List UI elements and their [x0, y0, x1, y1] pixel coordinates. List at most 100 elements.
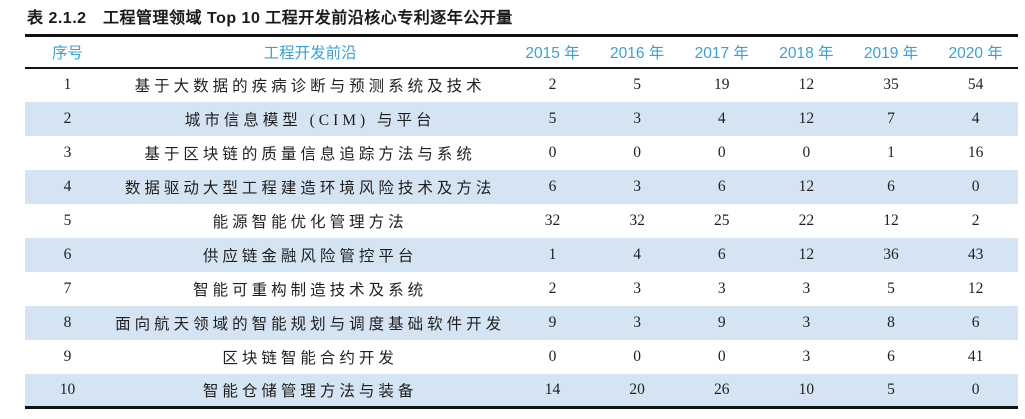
table-row: 4 数据驱动大型工程建造环境风险技术及方法 6 3 6 12 6 0 [25, 169, 1018, 204]
value-cell: 6 [971, 313, 980, 331]
table-caption: 表 2.1.2 工程管理领域 Top 10 工程开发前沿核心专利逐年公开量 [27, 10, 513, 27]
value-cell: 4 [633, 245, 642, 263]
rank-cell: 6 [63, 245, 72, 263]
value-cell: 32 [629, 211, 645, 229]
value-cell: 1 [548, 245, 557, 263]
value-cell: 0 [548, 347, 557, 365]
value-cell: 9 [717, 313, 726, 331]
header-year-2017: 2017 年 [694, 44, 749, 62]
value-cell: 6 [887, 347, 895, 365]
table-row: 5 能源智能优化管理方法 32 32 25 22 12 2 [25, 204, 1018, 238]
value-cell: 12 [967, 279, 984, 297]
frontier-cell: 基于区块链的质量信息追踪方法与系统 [144, 145, 476, 163]
value-cell: 0 [717, 143, 726, 161]
value-cell: 32 [544, 211, 561, 229]
value-cell: 43 [967, 245, 984, 263]
frontier-cell: 城市信息模型 (CIM) 与平台 [184, 111, 436, 129]
value-cell: 12 [798, 109, 815, 127]
value-cell: 20 [629, 380, 645, 398]
frontier-cell: 供应链金融风险管控平台 [202, 247, 418, 265]
rank-cell: 10 [59, 380, 76, 398]
value-cell: 3 [633, 313, 642, 331]
table-row: 7 智能可重构制造技术及系统 2 3 3 3 5 12 [25, 272, 1018, 306]
table-row: 8 面向航天领域的智能规划与调度基础软件开发 9 3 9 3 8 6 [25, 305, 1018, 340]
value-cell: 3 [633, 279, 642, 297]
value-cell: 10 [798, 380, 815, 398]
table-row: 6 供应链金融风险管控平台 1 4 6 12 36 43 [25, 237, 1018, 272]
rank-cell: 4 [63, 177, 72, 195]
header-year-2018: 2018 年 [779, 44, 834, 62]
value-cell: 35 [883, 76, 899, 93]
header-rank: 序号 [52, 44, 84, 62]
value-cell: 3 [802, 347, 811, 365]
value-cell: 7 [887, 109, 895, 127]
table-row: 2 城市信息模型 (CIM) 与平台 5 3 4 12 7 4 [25, 101, 1018, 136]
frontier-cell: 基于大数据的疾病诊断与预测系统及技术 [134, 78, 486, 95]
value-cell: 1 [887, 143, 895, 161]
value-cell: 6 [548, 177, 557, 195]
header-year-2015: 2015 年 [525, 44, 580, 62]
value-cell: 3 [633, 177, 642, 195]
value-cell: 2 [971, 211, 980, 229]
table-row: 9 区块链智能合约开发 0 0 0 3 6 41 [25, 340, 1018, 374]
rank-cell: 7 [63, 279, 72, 297]
value-cell: 2 [548, 76, 557, 93]
frontier-cell: 区块链智能合约开发 [222, 349, 398, 367]
value-cell: 9 [548, 313, 557, 331]
header-year-2019: 2019 年 [863, 44, 919, 62]
value-cell: 3 [802, 313, 811, 331]
value-cell: 5 [887, 279, 895, 297]
value-cell: 12 [883, 211, 899, 229]
frontier-cell: 智能可重构制造技术及系统 [193, 281, 428, 299]
value-cell: 41 [967, 347, 984, 365]
value-cell: 3 [717, 279, 726, 297]
value-cell: 0 [633, 347, 642, 365]
header-frontier: 工程开发前沿 [263, 44, 357, 62]
frontier-cell: 面向航天领域的智能规划与调度基础软件开发 [115, 315, 506, 333]
rank-cell: 2 [63, 109, 72, 127]
value-cell: 5 [887, 380, 895, 398]
frontier-cell: 智能仓储管理方法与装备 [202, 382, 418, 400]
table-row: 3 基于区块链的质量信息追踪方法与系统 0 0 0 0 1 16 [25, 136, 1018, 170]
rank-cell: 8 [63, 313, 72, 331]
value-cell: 0 [717, 347, 726, 365]
value-cell: 12 [798, 76, 815, 93]
value-cell: 4 [717, 109, 726, 127]
value-cell: 19 [714, 76, 730, 93]
value-cell: 26 [714, 380, 730, 398]
value-cell: 0 [802, 143, 811, 161]
value-cell: 4 [971, 109, 980, 127]
rank-cell: 5 [63, 211, 72, 229]
value-cell: 54 [967, 76, 984, 93]
value-cell: 3 [633, 109, 642, 127]
rank-cell: 3 [63, 143, 72, 161]
value-cell: 6 [717, 177, 726, 195]
rank-cell: 1 [63, 76, 72, 93]
table-row: 1 基于大数据的疾病诊断与预测系统及技术 2 5 19 12 35 54 [25, 68, 1018, 102]
value-cell: 12 [798, 245, 815, 263]
value-cell: 25 [714, 211, 730, 229]
table-row: 10 智能仓储管理方法与装备 14 20 26 10 5 0 [25, 373, 1018, 408]
value-cell: 3 [802, 279, 811, 297]
value-cell: 0 [548, 143, 557, 161]
value-cell: 5 [633, 76, 642, 93]
value-cell: 14 [544, 380, 561, 398]
value-cell: 22 [798, 211, 815, 229]
patent-publication-table: 序号 工程开发前沿 2015 年 2016 年 2017 年 2018 年 20… [25, 34, 1018, 409]
value-cell: 8 [887, 313, 895, 331]
value-cell: 2 [548, 279, 557, 297]
value-cell: 0 [971, 380, 980, 398]
table-header-row: 序号 工程开发前沿 2015 年 2016 年 2017 年 2018 年 20… [25, 36, 1018, 68]
value-cell: 0 [633, 143, 642, 161]
header-year-2016: 2016 年 [609, 44, 665, 62]
value-cell: 36 [883, 245, 899, 263]
rank-cell: 9 [63, 347, 72, 365]
value-cell: 6 [717, 245, 726, 263]
value-cell: 12 [798, 177, 815, 195]
value-cell: 6 [887, 177, 895, 195]
header-year-2020: 2020 年 [948, 44, 1003, 62]
frontier-cell: 能源智能优化管理方法 [212, 213, 408, 231]
value-cell: 0 [971, 177, 980, 195]
value-cell: 16 [967, 143, 984, 161]
